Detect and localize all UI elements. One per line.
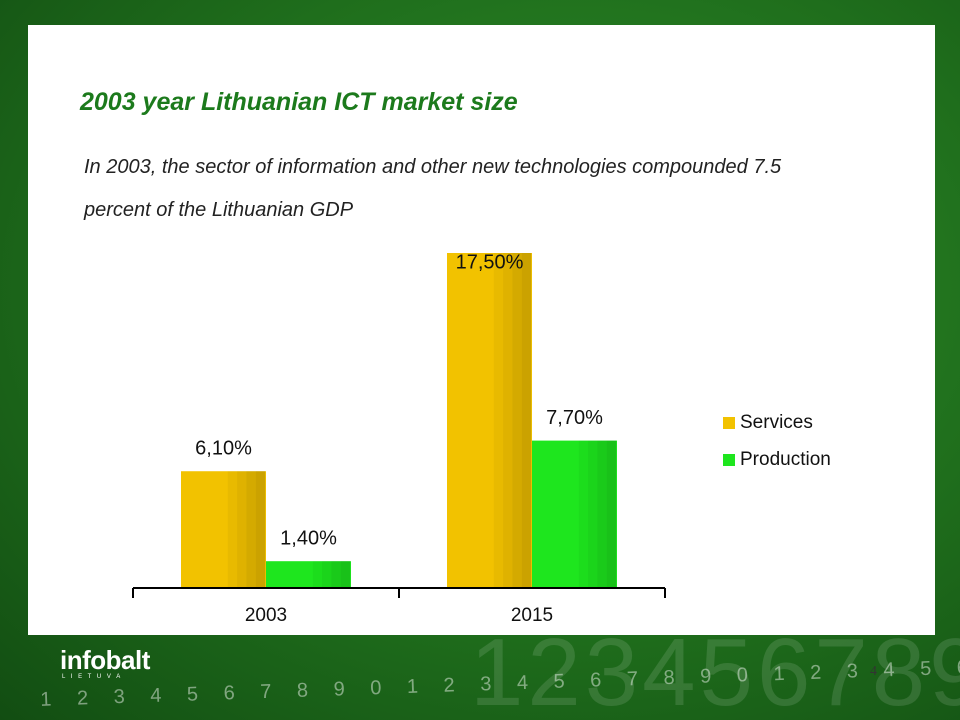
slide-subtitle: In 2003, the sector of information and o… — [84, 156, 782, 221]
bar — [181, 471, 266, 588]
legend-swatch — [723, 417, 735, 429]
bar — [447, 253, 532, 588]
logo: infobalt — [60, 645, 150, 675]
x-tick-label: 2015 — [511, 605, 553, 626]
bar — [266, 561, 351, 588]
value-label: 17,50% — [456, 251, 524, 273]
value-label: 6,10% — [195, 438, 252, 460]
value-label: 7,70% — [546, 407, 603, 429]
logo-subtitle: L I E T U V A — [62, 674, 123, 680]
legend-label: Production — [740, 449, 831, 470]
x-tick-label: 2003 — [245, 605, 287, 626]
bar — [532, 440, 617, 588]
slide-title: 2003 year Lithuanian ICT market size — [80, 88, 518, 116]
legend-swatch — [723, 454, 735, 466]
value-label: 1,40% — [280, 527, 337, 549]
page-number: 4 — [870, 664, 877, 679]
legend-label: Services — [740, 412, 813, 433]
